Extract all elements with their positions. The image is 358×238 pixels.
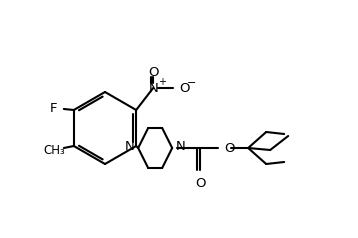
Text: N: N [148, 81, 158, 94]
Text: O: O [195, 177, 205, 190]
Text: F: F [50, 101, 58, 114]
Text: +: + [158, 77, 166, 87]
Text: N: N [125, 140, 134, 154]
Text: O: O [148, 65, 159, 79]
Text: −: − [187, 78, 197, 88]
Text: O: O [179, 81, 190, 94]
Text: CH₃: CH₃ [43, 144, 65, 158]
Text: N: N [176, 140, 186, 154]
Text: O: O [224, 142, 235, 154]
